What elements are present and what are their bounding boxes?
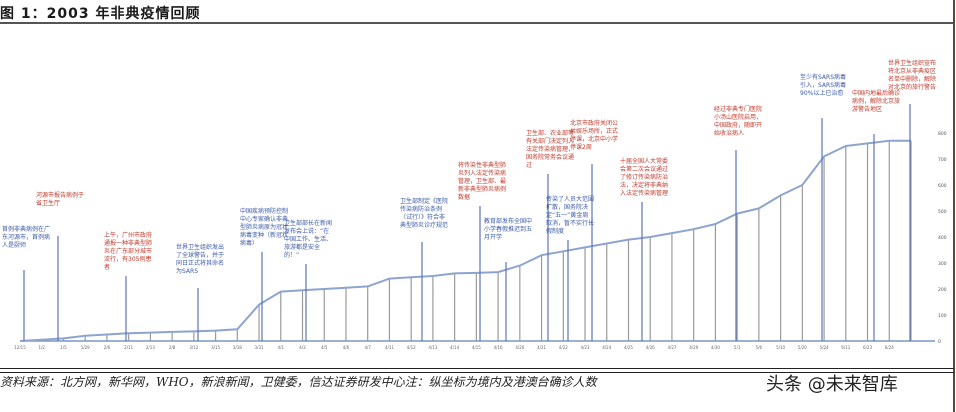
x-tick-label: 4/29 [689,345,698,350]
x-tick-label: 4/14 [450,345,459,350]
x-tick-label: 5/20 [798,345,807,350]
x-tick-label: 4/22 [559,345,568,350]
event-annotation: 世界卫生组织宣布将北京从非典疫区名单中删除，解除对北京的旅行警告 [888,60,937,91]
x-tick-label: 4/30 [711,345,720,350]
x-tick-label: 4/11 [385,345,394,350]
event-annotation: 卫生部制定《医院传染病防治条例（试行）》符合非典型肺炎诊疗规范 [400,198,449,229]
y-tick-label: 300 [938,261,947,267]
x-tick-label: 4/3 [299,345,306,350]
event-annotation: 中国疾病预防控制中心专家确认非典型肺炎病原为冠状病毒变种（新冠状病毒） [240,208,289,247]
x-tick-label: 1/29 [81,345,90,350]
event-annotation: 首例非典病例在广东河源市，首例病人是厨师 [2,226,51,249]
x-tick-label: 4/20 [515,345,524,350]
event-annotation: 将传染性非典型肺炎列入法定传染病管理，卫生部、最新非典型肺炎病例数据 [458,162,507,201]
x-tick-label: 3/18 [233,345,242,350]
event-annotation: 教育部发布全国中小学春假推迟到五月开学 [484,218,533,241]
x-tick-label: 4/13 [428,345,437,350]
event-annotation: 河源市报告病例于省卫生厅 [36,192,85,207]
x-tick-label: 4/27 [667,345,676,350]
footer-rule [0,368,954,373]
event-annotation: 上午，广州市政府通报一种非典型肺炎在广东部分城市流行，有305例患者 [104,232,153,271]
y-tick-label: 700 [938,157,947,163]
event-annotation: 北京市政府关闭公共娱乐场所，正式停课，北京中小学停课2周 [570,120,619,151]
source-note: 资料来源：北方网，新华网，WHO，新浪新闻，卫健委，信达证券研发中心注：纵坐标为… [0,375,597,389]
event-annotation: 中国内地最后确诊病例，解除北京旅游警告地区 [852,90,901,113]
x-tick-label: 5/1 [734,345,741,350]
x-tick-label: 1/5 [60,345,67,350]
x-tick-label: 3/12 [189,345,198,350]
x-tick-label: 5/6 [756,345,763,350]
x-tick-label: 6/24 [885,345,894,350]
watermark: 头条 @未来智库 [766,374,898,395]
y-tick-label: 500 [938,209,947,215]
x-tick-label: 4/1 [278,345,285,350]
x-tick-label: 4/25 [624,345,633,350]
y-tick-label: 600 [938,183,947,189]
x-tick-label: 2/13 [146,345,155,350]
y-tick-label: 200 [938,287,947,293]
x-tick-label: 4/24 [602,345,611,350]
event-annotation: 传染了人员大范围扩散，国务院决定“五一”黄金周取消，暂不实行长假制度 [546,196,595,235]
y-tick-label: 800 [938,131,947,137]
event-annotation: 经过非典专门医院小汤山医院启用，中国政府，随即开始收治病人 [714,106,763,137]
right-border [953,0,955,412]
y-tick-label: 400 [938,235,947,241]
x-tick-label: 4/26 [646,345,655,350]
x-tick-label: 5/24 [820,345,829,350]
x-tick-label: 6/23 [863,345,872,350]
title-rule [0,22,954,24]
x-tick-label: 4/15 [472,345,481,350]
x-tick-label: 3/31 [255,345,264,350]
x-tick-label: 5/10 [776,345,785,350]
sars-timeline-chart: 12/15 1/2 1/5 1/29 2/6 2/11 2/13 2/8 3/12 3/15 3/1… [14,104,947,350]
x-tick-label: 4/12 [407,345,416,350]
x-tick-label: 2/8 [169,345,176,350]
x-tick-label: 6/11 [841,345,850,350]
x-tick-label: 1/2 [39,345,46,350]
x-tick-label: 4/6 [343,345,350,350]
x-tick-label: 4/23 [581,345,590,350]
series-line [19,139,911,342]
y-tick-label: 0 [938,339,941,345]
event-annotation: 至少有SARS病毒引入，SARS病毒90%以上已治愈 [800,74,847,97]
figure-title: 图 1：2003 年非典疫情回顾 [0,6,201,22]
event-annotation: 十届全国人大常委会第二次会议通过了修订传染病防治法，决定将非典纳入法定传染病管理 [620,158,669,197]
x-tick-label: 4/21 [537,345,546,350]
event-annotation: 世界卫生组织发出了全球警告，并于同日正式将其命名为SARS [176,244,225,275]
x-tick-label: 4/5 [321,345,328,350]
x-tick-label: 3/15 [211,345,220,350]
x-tick-label: 4/16 [494,345,503,350]
y-tick-label: 100 [938,313,947,319]
x-tick-label: 12/15 [14,345,26,350]
x-tick-label: 2/11 [124,345,133,350]
event-annotation: 卫生部部长在新闻发布会上说：“在中国工作、生活、旅游都是安全的！” [284,220,333,259]
x-tick-label: 4/7 [364,345,371,350]
event-annotation: 卫生部、农业部等有关部门决定列入法定传染病管理，国务院常务会议通过 [526,130,575,169]
x-tick-label: 2/6 [104,345,111,350]
